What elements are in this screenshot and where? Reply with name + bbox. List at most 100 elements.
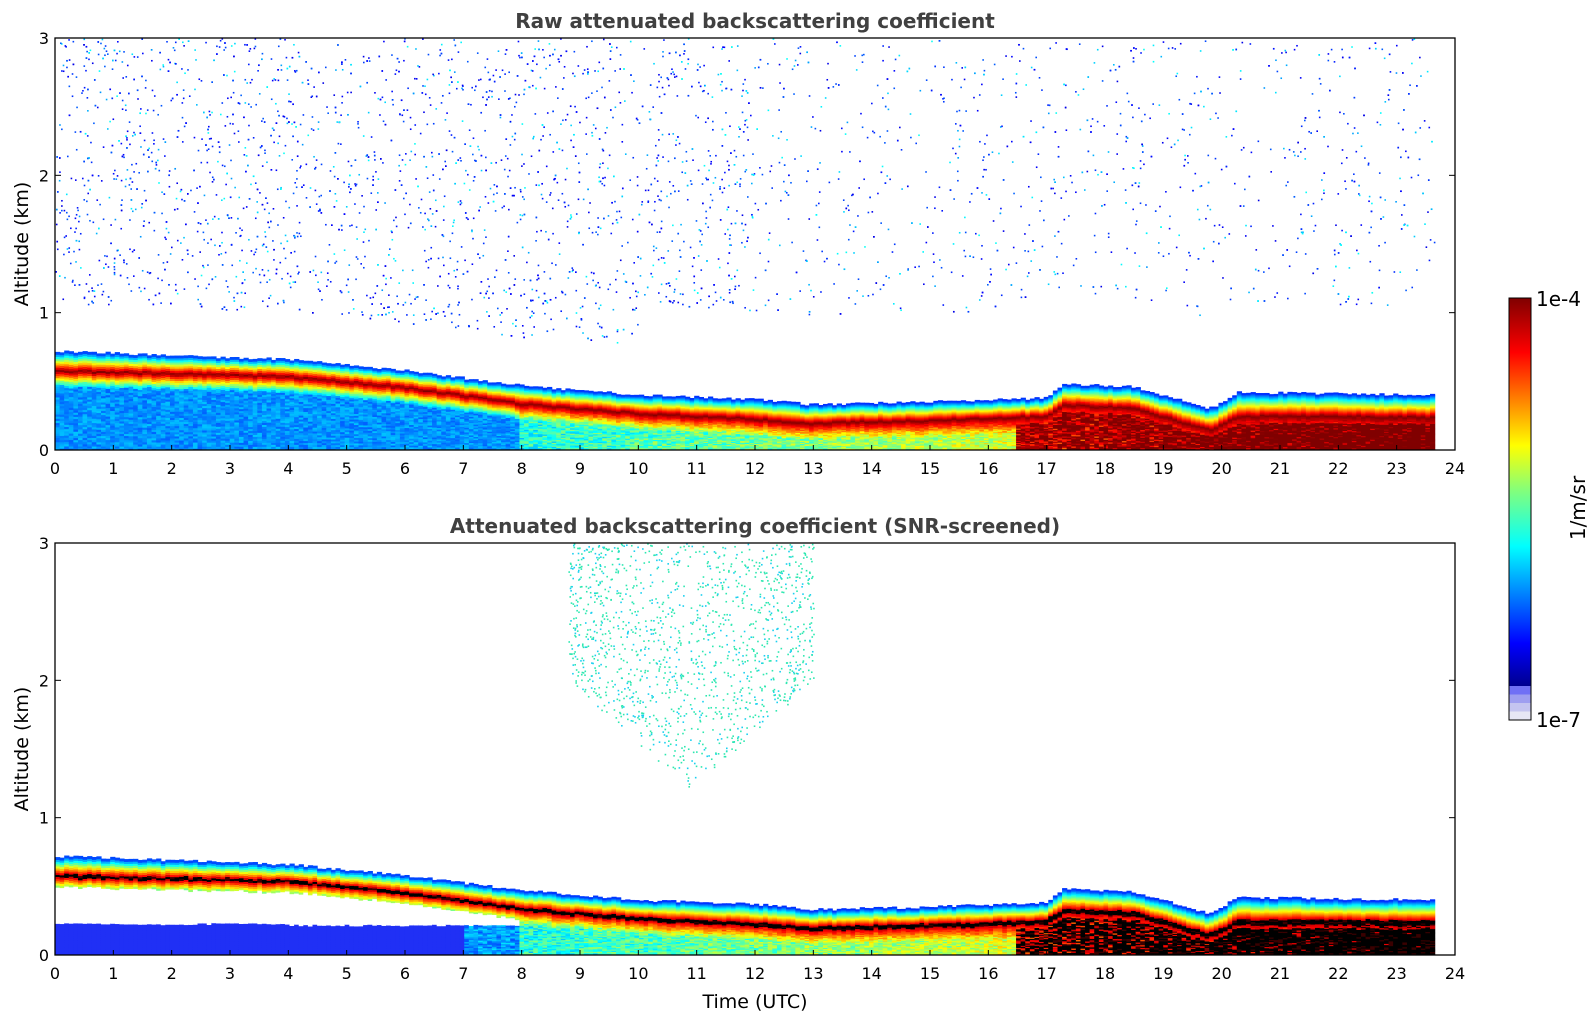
noise-speckle: [1384, 199, 1387, 201]
noise-speckle: [335, 69, 337, 71]
noise-speckle: [85, 45, 88, 48]
noise-speckle: [950, 271, 953, 274]
noise-speckle: [65, 235, 67, 237]
noise-speckle: [478, 209, 480, 212]
noise-speckle: [1337, 293, 1340, 295]
noise-speckle: [1319, 83, 1322, 85]
noise-speckle: [1395, 44, 1398, 47]
noise-speckle: [693, 257, 695, 259]
backscatter-cell: [87, 435, 93, 438]
noise-speckle: [476, 52, 479, 54]
noise-speckle: [1024, 233, 1026, 235]
noise-speckle: [695, 220, 698, 222]
noise-speckle: [501, 206, 504, 209]
noise-speckle: [657, 258, 660, 261]
backscatter-cell: [100, 433, 107, 437]
noise-speckle: [226, 115, 229, 118]
noise-speckle: [126, 277, 129, 279]
noise-speckle: [532, 299, 534, 302]
noise-speckle: [1209, 208, 1212, 211]
noise-speckle: [710, 160, 713, 163]
noise-speckle: [230, 96, 232, 99]
backscatter-cell: [114, 415, 120, 419]
noise-speckle: [279, 261, 282, 264]
backscatter-cell: [142, 391, 148, 395]
backscatter-cell: [55, 368, 61, 372]
backscatter-cell: [55, 418, 61, 421]
noise-speckle: [1139, 202, 1142, 205]
noise-speckle: [113, 257, 116, 260]
noise-speckle: [1357, 252, 1360, 255]
noise-speckle: [896, 139, 899, 142]
noise-speckle: [1333, 249, 1336, 252]
backscatter-cell: [151, 364, 157, 368]
noise-speckle: [886, 175, 889, 177]
noise-speckle: [612, 116, 614, 119]
noise-speckle: [245, 170, 247, 173]
noise-speckle: [749, 309, 751, 312]
noise-speckle: [800, 155, 802, 157]
noise-speckle: [1244, 235, 1247, 237]
noise-speckle: [1374, 47, 1377, 50]
noise-speckle: [1335, 265, 1337, 268]
noise-speckle: [241, 229, 243, 232]
noise-speckle: [983, 69, 986, 72]
noise-speckle: [430, 225, 433, 227]
backscatter-cell: [96, 403, 102, 407]
noise-speckle: [1255, 249, 1258, 251]
noise-speckle: [138, 286, 141, 289]
noise-speckle: [398, 320, 400, 323]
backscatter-cell: [137, 437, 143, 441]
noise-speckle: [1388, 89, 1391, 91]
backscatter-cell: [64, 430, 70, 434]
noise-speckle: [444, 119, 447, 121]
backscatter-cell: [110, 420, 116, 424]
backscatter-cell: [165, 374, 171, 378]
noise-speckle: [462, 88, 464, 91]
noise-speckle: [107, 266, 110, 268]
noise-speckle: [728, 238, 731, 240]
noise-speckle: [120, 142, 123, 145]
noise-speckle: [294, 181, 297, 184]
backscatter-cell: [87, 415, 93, 419]
noise-speckle: [699, 85, 702, 88]
backscatter-cell: [123, 391, 130, 395]
noise-speckle: [581, 305, 584, 308]
noise-speckle: [1002, 78, 1004, 80]
backscatter-cell: [183, 421, 189, 425]
backscatter-cell: [68, 359, 74, 363]
noise-speckle: [1168, 252, 1170, 255]
noise-speckle: [206, 116, 208, 119]
noise-speckle: [320, 271, 323, 274]
noise-speckle: [97, 53, 100, 56]
noise-speckle: [1002, 230, 1005, 232]
noise-speckle: [1114, 68, 1117, 71]
noise-speckle: [708, 169, 710, 172]
backscatter-cell: [174, 382, 180, 386]
noise-speckle: [697, 169, 700, 172]
noise-speckle: [1050, 187, 1053, 190]
backscatter-cell: [105, 426, 111, 430]
noise-speckle: [549, 64, 551, 66]
noise-speckle: [209, 114, 211, 116]
backscatter-cell: [87, 353, 93, 357]
noise-speckle: [673, 73, 675, 76]
noise-speckle: [637, 291, 640, 294]
noise-speckle: [391, 99, 394, 101]
backscatter-cell: [68, 404, 74, 408]
backscatter-cell: [165, 400, 171, 404]
noise-speckle: [1300, 125, 1303, 128]
backscatter-cell: [96, 408, 102, 411]
backscatter-cell: [64, 363, 70, 367]
noise-speckle: [151, 132, 154, 134]
noise-speckle: [89, 49, 92, 52]
noise-speckle: [535, 87, 537, 90]
backscatter-cell: [142, 443, 148, 447]
backscatter-cell: [169, 380, 176, 384]
noise-speckle: [61, 209, 63, 212]
backscatter-cell: [169, 429, 176, 433]
noise-speckle: [1065, 48, 1068, 50]
backscatter-cell: [183, 402, 189, 406]
backscatter-cell: [160, 381, 166, 385]
noise-speckle: [882, 59, 884, 62]
